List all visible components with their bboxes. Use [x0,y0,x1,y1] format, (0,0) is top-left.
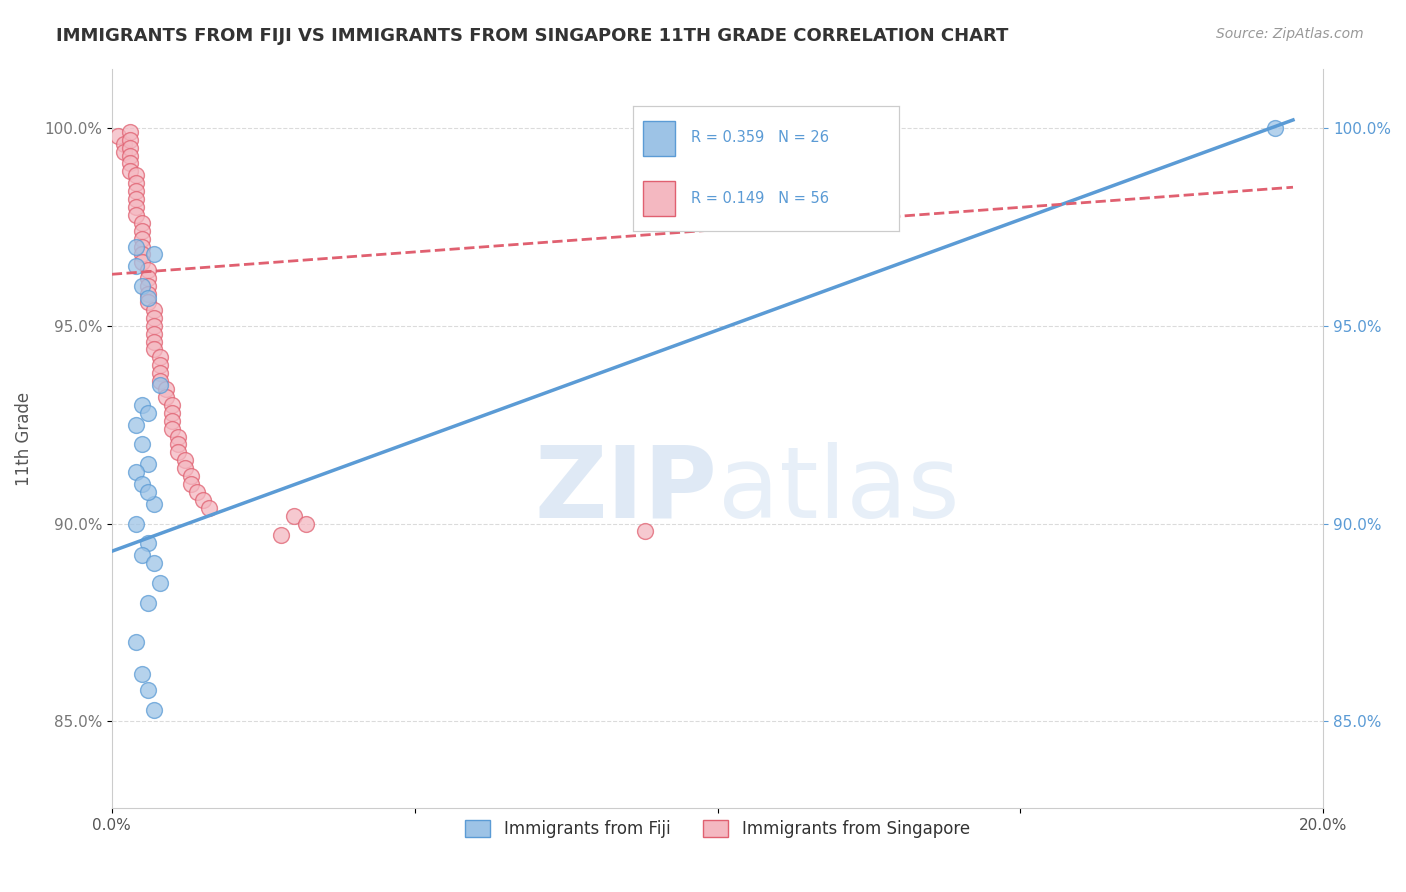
Point [149,374,172,388]
Point [197,500,219,515]
Point [143,318,166,333]
Legend: Immigrants from Fiji, Immigrants from Singapore: Immigrants from Fiji, Immigrants from Si… [458,813,977,845]
Point [125,200,148,214]
Point [136,271,159,285]
Point [131,477,153,491]
Point [191,492,214,507]
Point [143,302,166,317]
Point [167,429,190,443]
Point [162,406,184,420]
Point [125,516,148,531]
Point [125,208,148,222]
Point [136,457,159,471]
Point [143,326,166,341]
Point [149,359,172,373]
Point [149,575,172,590]
Y-axis label: 11th Grade: 11th Grade [15,392,32,485]
Point [143,702,166,716]
Text: Source: ZipAtlas.com: Source: ZipAtlas.com [1216,27,1364,41]
Point [149,378,172,392]
Point [149,351,172,365]
Point [131,247,153,261]
Point [118,125,141,139]
Point [118,133,141,147]
Point [186,484,208,499]
Point [131,279,153,293]
Point [136,682,159,697]
Point [125,192,148,206]
Point [143,334,166,349]
Text: ZIP: ZIP [534,442,717,539]
Point [136,406,159,420]
Point [1264,120,1286,135]
Point [112,136,135,151]
Point [125,176,148,190]
Point [136,263,159,277]
Point [173,461,195,475]
Point [136,279,159,293]
Text: IMMIGRANTS FROM FIJI VS IMMIGRANTS FROM SINGAPORE 11TH GRADE CORRELATION CHART: IMMIGRANTS FROM FIJI VS IMMIGRANTS FROM … [56,27,1008,45]
Point [131,232,153,246]
Point [143,310,166,325]
Point [131,548,153,562]
Point [131,216,153,230]
Point [162,414,184,428]
Point [294,516,316,531]
Point [136,596,159,610]
Point [143,247,166,261]
Point [149,366,172,380]
Point [155,382,177,396]
Point [125,169,148,183]
Point [136,287,159,301]
Point [143,343,166,357]
Point [125,465,148,479]
Point [118,148,141,162]
Point [125,635,148,649]
Point [180,477,202,491]
Point [173,453,195,467]
Point [131,224,153,238]
Point [131,398,153,412]
Point [131,667,153,681]
Point [131,255,153,269]
Point [125,260,148,274]
Point [118,141,141,155]
Point [131,437,153,451]
Point [112,145,135,159]
Point [167,445,190,459]
Point [155,390,177,404]
Text: atlas: atlas [717,442,959,539]
Point [136,536,159,550]
Point [125,239,148,253]
Point [136,295,159,310]
Point [143,497,166,511]
Point [136,291,159,305]
Point [180,469,202,483]
Point [107,128,129,143]
Point [283,508,305,523]
Point [270,528,292,542]
Point [118,164,141,178]
Point [125,417,148,432]
Point [143,556,166,570]
Point [125,184,148,198]
Point [131,239,153,253]
Point [136,484,159,499]
Point [162,421,184,435]
Point [167,437,190,451]
Point [118,156,141,170]
Point [634,524,657,539]
Point [162,398,184,412]
